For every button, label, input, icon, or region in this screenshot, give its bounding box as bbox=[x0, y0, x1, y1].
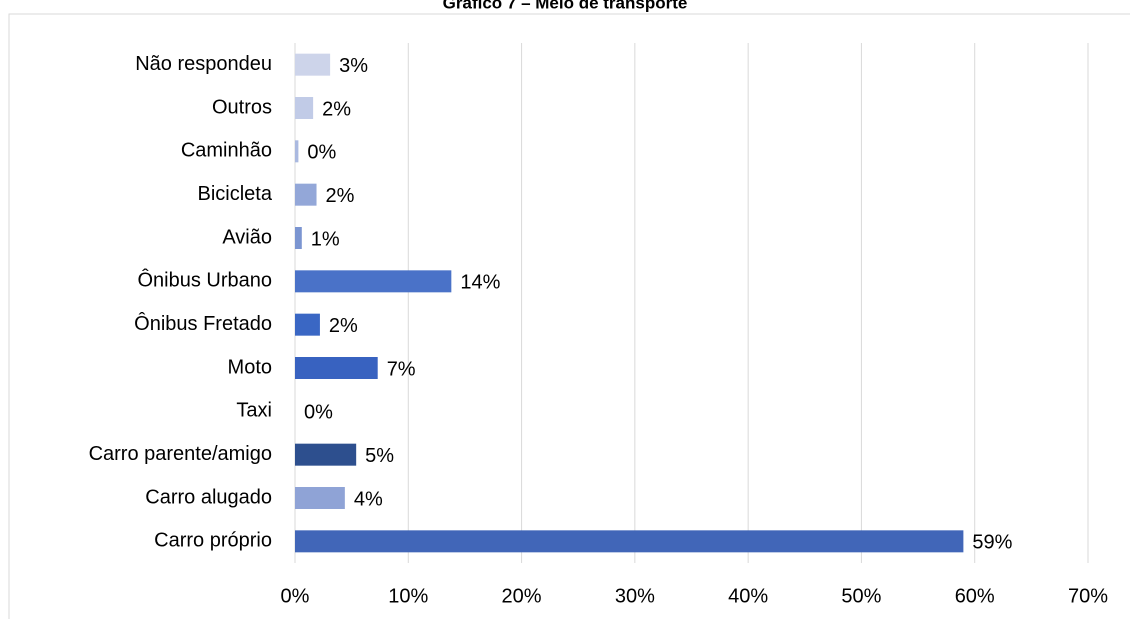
bar bbox=[295, 227, 302, 249]
x-tick-label: 30% bbox=[615, 585, 655, 607]
data-label: 14% bbox=[460, 272, 500, 294]
bar bbox=[295, 183, 317, 206]
data-label: 5% bbox=[365, 445, 394, 467]
y-tick-label: Carro alugado bbox=[145, 486, 272, 508]
bar bbox=[295, 97, 314, 119]
bar bbox=[295, 530, 964, 553]
y-tick-label: Moto bbox=[228, 356, 272, 378]
y-tick-label: Caminhão bbox=[181, 140, 272, 162]
y-tick-label: Outros bbox=[212, 96, 272, 118]
data-label: 2% bbox=[326, 185, 355, 207]
chart-title: Gráfico 7 – Meio de transporte bbox=[443, 0, 688, 12]
bar bbox=[295, 487, 345, 509]
data-label: 1% bbox=[311, 228, 340, 250]
x-tick-label: 20% bbox=[502, 585, 542, 607]
chart-border bbox=[8, 13, 1130, 619]
y-tick-label: Taxi bbox=[236, 400, 272, 422]
y-tick-label: Carro parente/amigo bbox=[89, 443, 272, 465]
bar bbox=[295, 53, 331, 76]
data-label: 0% bbox=[304, 402, 333, 424]
x-tick-label: 70% bbox=[1068, 585, 1108, 607]
data-label: 7% bbox=[387, 358, 416, 380]
x-tick-label: 40% bbox=[728, 585, 768, 607]
bar bbox=[295, 357, 378, 379]
y-tick-label: Carro próprio bbox=[154, 530, 272, 552]
y-tick-label: Ônibus Fretado bbox=[134, 312, 272, 335]
data-label: 2% bbox=[329, 315, 358, 337]
y-tick-label: Não respondeu bbox=[135, 53, 272, 75]
bar bbox=[295, 270, 452, 293]
bar bbox=[295, 313, 320, 336]
data-label: 2% bbox=[322, 98, 351, 120]
y-tick-label: Bicicleta bbox=[198, 183, 273, 205]
data-label: 0% bbox=[307, 142, 336, 164]
y-tick-label: Ônibus Urbano bbox=[137, 269, 272, 292]
bar bbox=[295, 140, 299, 163]
x-tick-label: 50% bbox=[841, 585, 881, 607]
y-tick-label: Avião bbox=[222, 226, 272, 248]
data-label: 4% bbox=[354, 488, 383, 510]
data-label: 3% bbox=[339, 55, 368, 77]
x-tick-label: 10% bbox=[388, 585, 428, 607]
data-label: 59% bbox=[972, 532, 1012, 554]
x-tick-label: 0% bbox=[281, 585, 310, 607]
bar bbox=[295, 443, 357, 466]
x-tick-label: 60% bbox=[955, 585, 995, 607]
